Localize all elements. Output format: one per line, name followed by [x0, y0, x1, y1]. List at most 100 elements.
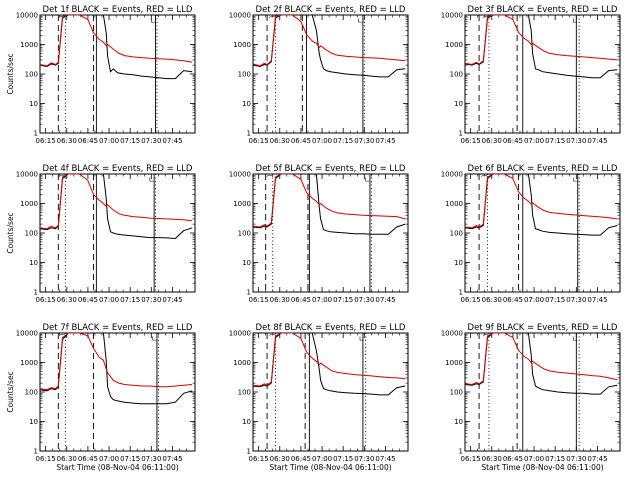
top-marker-glyph: ⌒	[481, 175, 488, 183]
panel-title: Det 3f BLACK = Events, RED = LLD	[468, 5, 618, 15]
x-tick-label: 06:15	[249, 296, 269, 304]
plot-frame	[39, 173, 196, 293]
x-tick-label: 07:00	[312, 296, 332, 304]
x-tick-label: 07:45	[375, 455, 395, 463]
y-tick-label: 10	[454, 418, 463, 426]
x-tick-label: 06:45	[503, 455, 523, 463]
y-tick-label: 10	[29, 259, 38, 267]
y-tick-label: 100	[450, 230, 463, 238]
top-marker-glyph: ∟	[357, 17, 363, 25]
y-tick-label: 10	[29, 418, 38, 426]
top-marker-glyph: ∟	[149, 176, 155, 184]
x-tick-label: 07:30	[566, 137, 586, 145]
y-tick-label: 100	[25, 230, 38, 238]
x-axis-label: Start Time (08-Nov-04 06:11:00)	[56, 463, 178, 472]
x-tick-label: 06:15	[36, 137, 56, 145]
y-tick-label: 1	[459, 130, 463, 138]
x-tick-label: 06:15	[249, 137, 269, 145]
x-axis-label: Start Time (08-Nov-04 06:11:00)	[269, 463, 391, 472]
x-tick-label: 07:00	[312, 455, 332, 463]
y-axis-label: Counts/sec	[6, 371, 15, 412]
y-tick-label: 1	[34, 289, 38, 297]
plot-frame	[464, 173, 621, 293]
panel-title: Det 7f BLACK = Events, RED = LLD	[43, 323, 193, 333]
plot-frame	[39, 14, 196, 134]
y-tick-label: 1000	[445, 359, 463, 367]
x-tick-label: 07:15	[120, 296, 140, 304]
y-tick-label: 10000	[229, 330, 251, 338]
plot-frame	[252, 14, 409, 134]
y-tick-label: 10	[242, 418, 251, 426]
events-series-line	[465, 333, 618, 395]
y-tick-label: 1	[34, 130, 38, 138]
top-marker-glyph: ∟	[151, 335, 157, 343]
lld-series-line	[253, 15, 406, 67]
y-tick-label: 1	[247, 130, 251, 138]
events-series-line	[465, 174, 618, 236]
events-series-line	[40, 15, 193, 80]
y-tick-label: 1000	[233, 41, 251, 49]
y-tick-label: 1	[34, 448, 38, 456]
events-series-line	[253, 174, 406, 235]
y-tick-label: 10000	[441, 12, 463, 20]
y-tick-label: 1000	[233, 200, 251, 208]
lld-series-line	[465, 15, 618, 66]
y-tick-label: 100	[450, 389, 463, 397]
x-tick-label: 06:30	[482, 455, 502, 463]
y-tick-label: 100	[238, 71, 251, 79]
x-tick-label: 07:00	[99, 296, 119, 304]
top-marker-glyph: ∟	[359, 335, 365, 343]
y-tick-label: 10000	[16, 330, 38, 338]
x-tick-label: 07:45	[587, 296, 607, 304]
x-tick-label: 06:15	[461, 455, 481, 463]
y-tick-label: 1000	[20, 359, 38, 367]
y-tick-label: 10000	[16, 12, 38, 20]
x-tick-label: 07:15	[545, 455, 565, 463]
x-tick-label: 07:15	[333, 455, 353, 463]
x-tick-label: 07:15	[333, 296, 353, 304]
panel-title: Det 5f BLACK = Events, RED = LLD	[256, 164, 406, 174]
x-tick-label: 07:45	[375, 296, 395, 304]
x-tick-label: 06:30	[270, 296, 290, 304]
top-marker-glyph: ∟	[364, 176, 370, 184]
panel-7: Det 7f BLACK = Events, RED = LLD 1 10 100 10…	[6, 323, 196, 472]
x-tick-label: 07:15	[545, 137, 565, 145]
x-tick-label: 07:00	[524, 137, 544, 145]
x-tick-label: 07:00	[99, 137, 119, 145]
x-tick-label: 07:00	[99, 455, 119, 463]
panel-8: Det 8f BLACK = Events, RED = LLD 1 10 100 10…	[229, 323, 409, 472]
x-tick-label: 06:45	[78, 296, 98, 304]
y-tick-label: 1	[247, 448, 251, 456]
lld-series-line	[253, 333, 406, 387]
x-tick-label: 07:30	[141, 137, 161, 145]
y-tick-label: 10	[454, 100, 463, 108]
x-tick-label: 06:30	[482, 296, 502, 304]
x-tick-label: 06:45	[291, 296, 311, 304]
x-tick-label: 07:45	[162, 296, 182, 304]
x-tick-label: 07:00	[524, 296, 544, 304]
panel-5: Det 5f BLACK = Events, RED = LLD 1 10 100 10…	[229, 164, 409, 304]
x-tick-label: 06:45	[291, 137, 311, 145]
top-marker-glyph: ∟	[572, 176, 578, 184]
y-tick-label: 10000	[229, 171, 251, 179]
x-tick-label: 06:30	[270, 137, 290, 145]
x-tick-label: 06:15	[461, 137, 481, 145]
y-tick-label: 100	[450, 71, 463, 79]
x-tick-label: 07:30	[141, 296, 161, 304]
x-tick-label: 07:15	[545, 296, 565, 304]
lld-series-line	[465, 333, 618, 386]
y-tick-label: 1000	[233, 359, 251, 367]
top-marker-glyph: ⌒	[269, 16, 276, 24]
x-tick-label: 07:45	[375, 137, 395, 145]
events-series-line	[40, 174, 193, 240]
panel-3: Det 3f BLACK = Events, RED = LLD 1 10 100 10…	[441, 5, 621, 145]
top-marker-glyph: ⌒	[482, 334, 489, 342]
x-tick-label: 07:00	[524, 455, 544, 463]
top-marker-glyph: ∟	[150, 17, 156, 25]
x-tick-label: 07:30	[354, 455, 374, 463]
x-tick-label: 07:15	[120, 455, 140, 463]
panel-4: Det 4f BLACK = Events, RED = LLD 1 10 100 10…	[6, 164, 196, 304]
x-tick-label: 06:30	[57, 455, 77, 463]
x-tick-label: 06:15	[36, 296, 56, 304]
